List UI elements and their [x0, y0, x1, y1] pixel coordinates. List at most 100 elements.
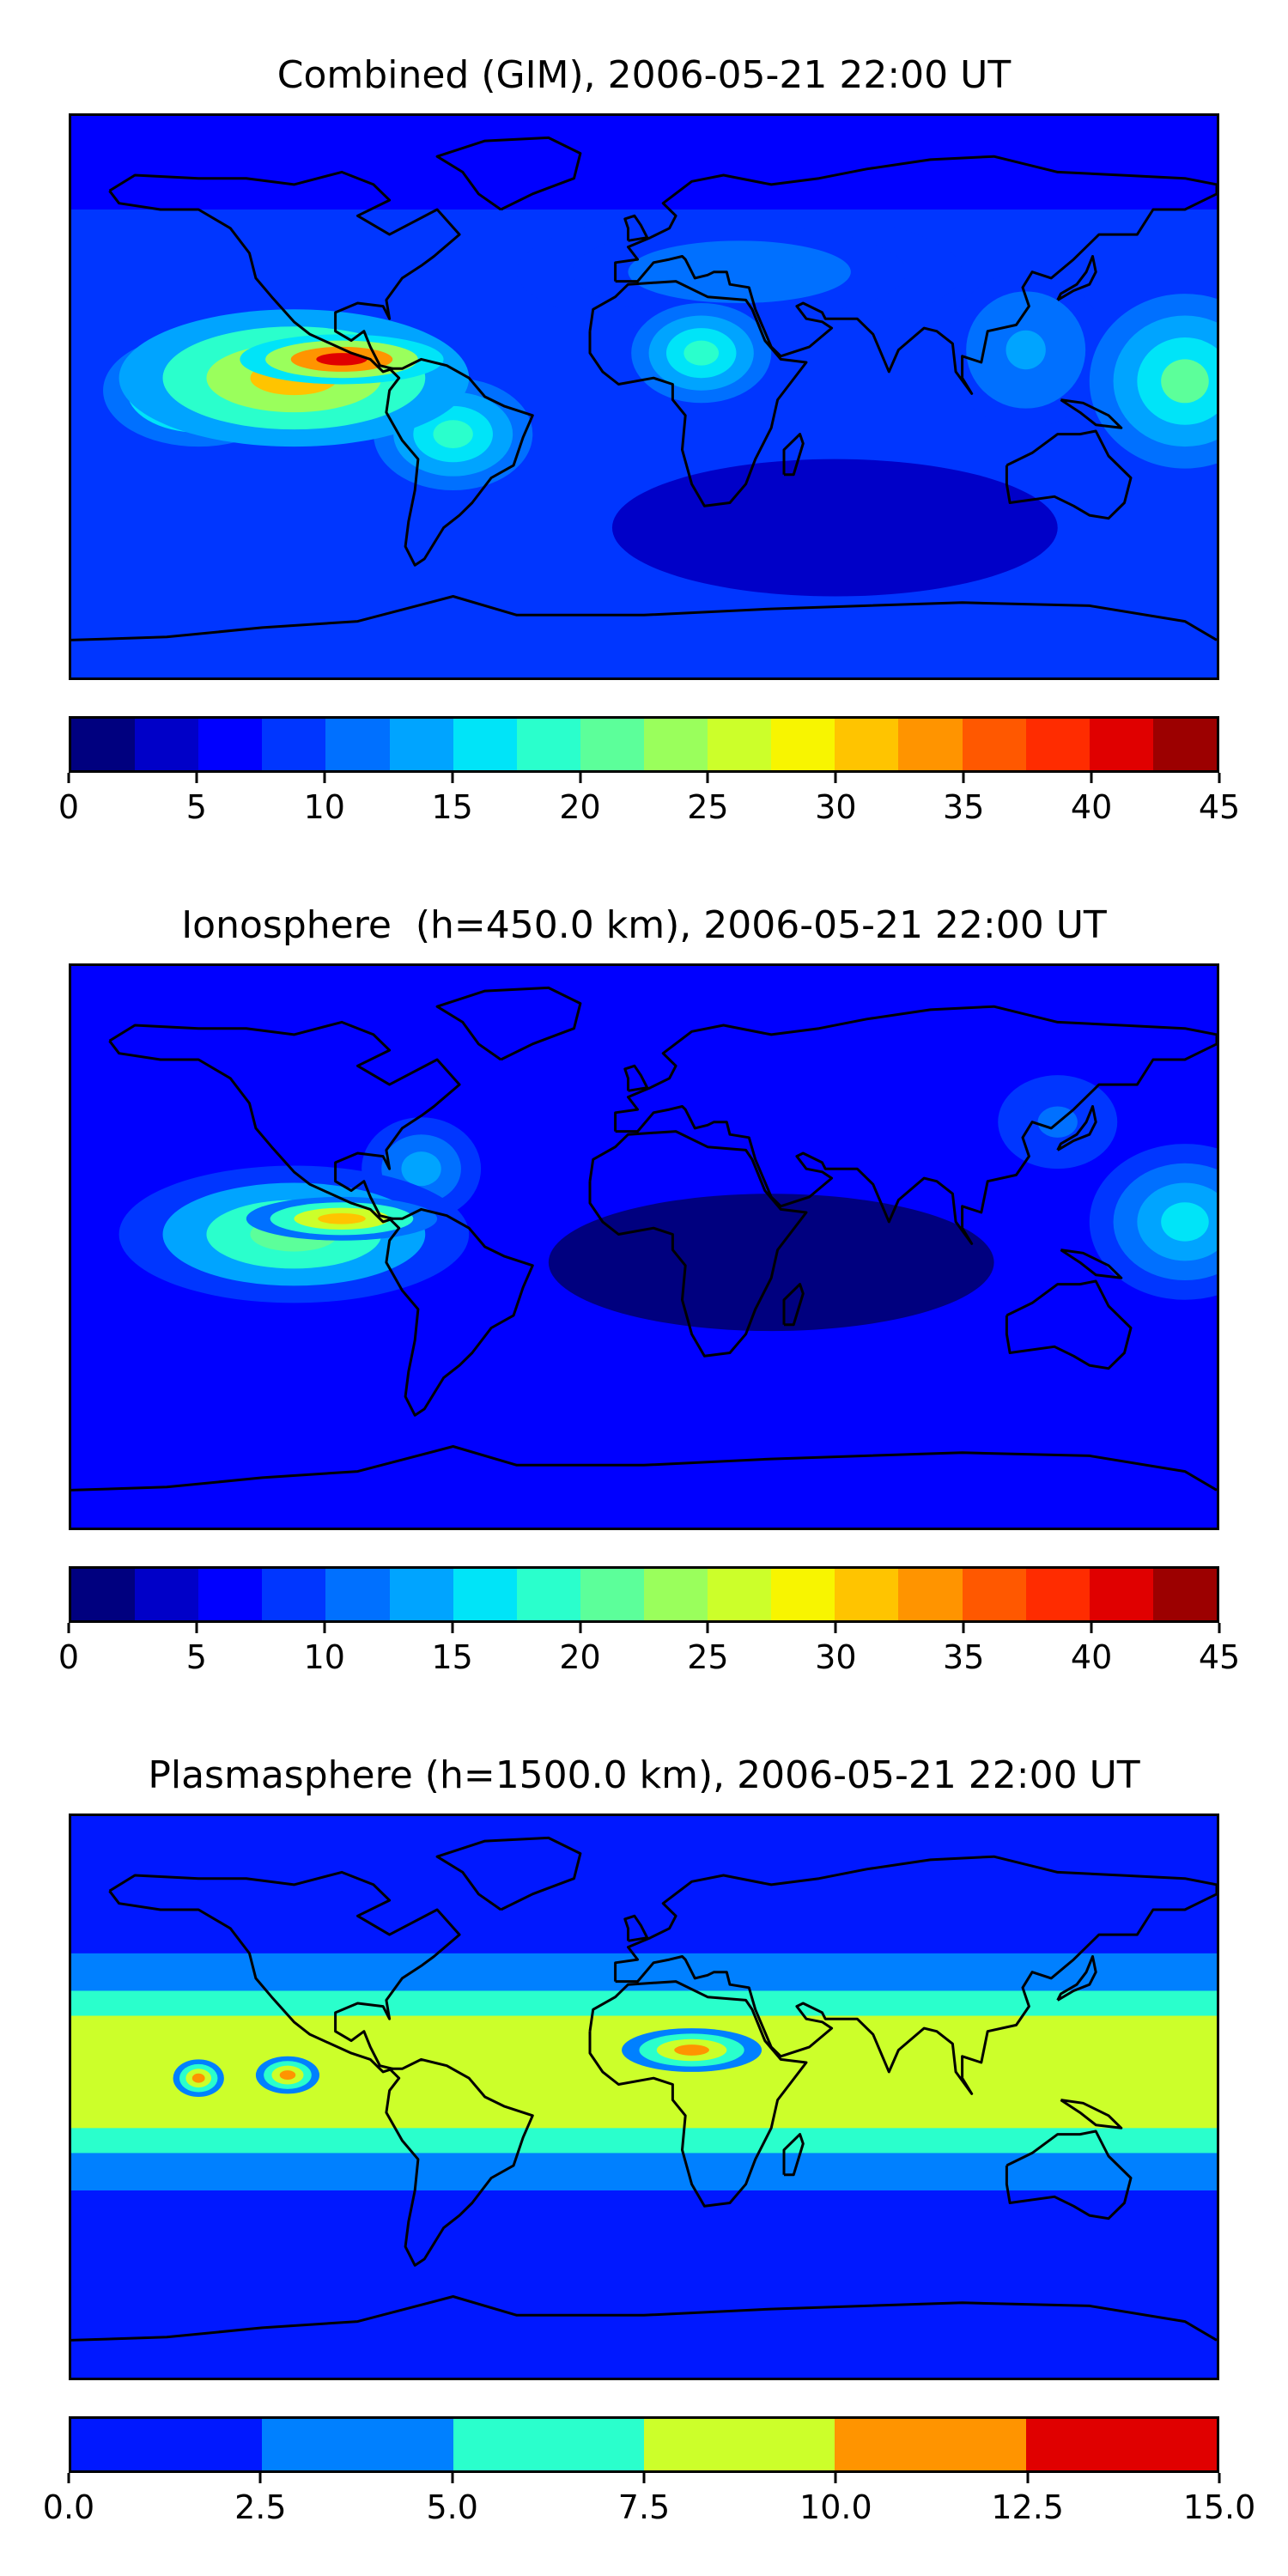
- colorbar-tick-label: 2.5: [234, 2488, 287, 2526]
- colorbar-tick-label: 0: [58, 788, 80, 826]
- coastline-7: [623, 1914, 649, 1942]
- colorbar-tick: [1026, 2473, 1030, 2483]
- colorbar-tick-label: 12.5: [991, 2488, 1064, 2526]
- coastline-4: [614, 1005, 1217, 1245]
- colorbar-ticks-plasmasphere: 0.0 2.5 5.0 7.5 10.0 12.5 15.0: [43, 2473, 1255, 2526]
- colorbar-segment: [835, 2419, 1026, 2470]
- coastline-7: [623, 1064, 649, 1092]
- colorbar-tick: [67, 773, 70, 783]
- colorbar-tick: [1218, 1623, 1221, 1633]
- colorbar-segment: [643, 2419, 835, 2470]
- panel-title-plasmasphere: Plasmasphere (h=1500.0 km), 2006-05-21 2…: [148, 1753, 1140, 1797]
- colorbar-tick: [834, 773, 837, 783]
- colorbar-ionosphere: [69, 1566, 1219, 1623]
- colorbar-segment: [135, 1569, 199, 1620]
- colorbar-segment: [262, 719, 326, 770]
- coastline-3: [588, 1130, 808, 1358]
- colorbar-tick-label: 10: [303, 788, 345, 826]
- colorbar-segment: [1152, 719, 1217, 770]
- colorbar-tick: [579, 773, 582, 783]
- colorbar-segment: [325, 719, 390, 770]
- colorbar-tick-label: 10: [303, 1638, 345, 1676]
- colorbar-ticks-ionosphere: 0 5 10 15 20 25 30 35 40 45: [58, 1623, 1240, 1676]
- colorbar-segment: [453, 719, 517, 770]
- heatmap-field-2-shell-1: [279, 2070, 296, 2081]
- colorbar-tick-label: 45: [1198, 788, 1241, 826]
- heatmap-field-4-shell-1: [1161, 359, 1209, 404]
- colorbar-segment: [453, 2419, 644, 2470]
- colorbar-tick: [1090, 773, 1093, 783]
- colorbar-combined: [69, 716, 1219, 773]
- heatmap-polar-north: [71, 966, 1217, 1060]
- colorbar-segment: [835, 719, 899, 770]
- colorbar-tick: [706, 773, 709, 783]
- coastline-10: [1060, 2099, 1123, 2129]
- colorbar-tick-label: 15.0: [1182, 2488, 1256, 2526]
- colorbar-ticks-combined: 0 5 10 15 20 25 30 35 40 45: [58, 773, 1240, 826]
- coastline-1: [435, 986, 582, 1061]
- colorbar-tick-label: 40: [1070, 1638, 1113, 1676]
- colorbar-tick-label: 35: [943, 1638, 985, 1676]
- heatmap-combined: [71, 116, 1217, 677]
- colorbar-tick-label: 25: [687, 788, 729, 826]
- colorbar-tick: [323, 1623, 326, 1633]
- colorbar-segment: [962, 1569, 1026, 1620]
- coastline-2: [385, 2057, 534, 2267]
- colorbar-tick-label: 5.0: [426, 2488, 478, 2526]
- map-ionosphere: [69, 963, 1219, 1530]
- colorbar-segment: [708, 719, 772, 770]
- colorbar-tick-label: 0: [58, 1638, 80, 1676]
- colorbar-segment: [1089, 719, 1153, 770]
- coastline-1: [435, 136, 582, 211]
- colorbar-tick: [834, 1623, 837, 1633]
- colorbar-tick: [642, 2473, 646, 2483]
- colorbar-tick: [195, 1623, 198, 1633]
- coastline-9: [782, 1283, 805, 1327]
- colorbar-segment: [1089, 1569, 1153, 1620]
- coastline-9: [782, 2133, 805, 2177]
- colorbar-segment: [1152, 1569, 1217, 1620]
- coastline-3: [588, 280, 808, 507]
- colorbar-tick-label: 15: [431, 1638, 473, 1676]
- colorbar-tick-label: 35: [943, 788, 985, 826]
- colorbar-tick: [451, 773, 454, 783]
- colorbar-tick-label: 40: [1070, 788, 1113, 826]
- heatmap-field-0-shell-1: [674, 2044, 709, 2056]
- colorbar-segment: [71, 2419, 263, 2470]
- colorbar-tick-label: 5: [185, 788, 207, 826]
- coastline-0: [108, 1870, 461, 2074]
- colorbar-tick: [67, 1623, 70, 1633]
- colorbar-tick: [258, 2473, 262, 2483]
- colorbar-segment: [516, 719, 580, 770]
- colorbar-segment: [198, 719, 263, 770]
- heatmap-ionosphere: [71, 966, 1217, 1528]
- coastline-10: [1060, 398, 1123, 429]
- colorbar-tick-label: 10.0: [799, 2488, 872, 2526]
- colorbar-tick: [67, 2473, 70, 2483]
- colorbar-tick-label: 25: [687, 1638, 729, 1676]
- colorbar-tick-label: 7.5: [617, 2488, 671, 2526]
- colorbar-segment: [643, 1569, 708, 1620]
- heatmap-field-0-shell-1: [683, 256, 796, 288]
- heatmap-field-3-shell-1: [683, 340, 720, 366]
- coastline-8: [1056, 1955, 1097, 2002]
- colorbar-segment: [962, 719, 1026, 770]
- colorbar-segment: [898, 1569, 963, 1620]
- heatmap-band-2: [71, 2015, 1217, 2129]
- coastline-4: [614, 1855, 1217, 2095]
- coastline-6: [71, 595, 1217, 641]
- colorbar-tick-label: 0.0: [42, 2488, 95, 2526]
- colorbar-segment: [835, 1569, 899, 1620]
- coastline-8: [1056, 1105, 1097, 1151]
- colorbar-segment: [643, 719, 708, 770]
- coastline-8: [1056, 255, 1097, 301]
- colorbar-tick: [834, 2473, 837, 2483]
- heatmap-plasmasphere: [71, 1816, 1217, 2378]
- colorbar-plasmasphere: [69, 2416, 1219, 2473]
- colorbar-tick-label: 30: [815, 788, 857, 826]
- colorbar-tick-label: 45: [1198, 1638, 1241, 1676]
- coastline-2: [385, 1207, 534, 1417]
- colorbar-segment: [580, 719, 644, 770]
- colorbar-segment: [771, 719, 835, 770]
- heatmap-low-region: [611, 459, 1058, 597]
